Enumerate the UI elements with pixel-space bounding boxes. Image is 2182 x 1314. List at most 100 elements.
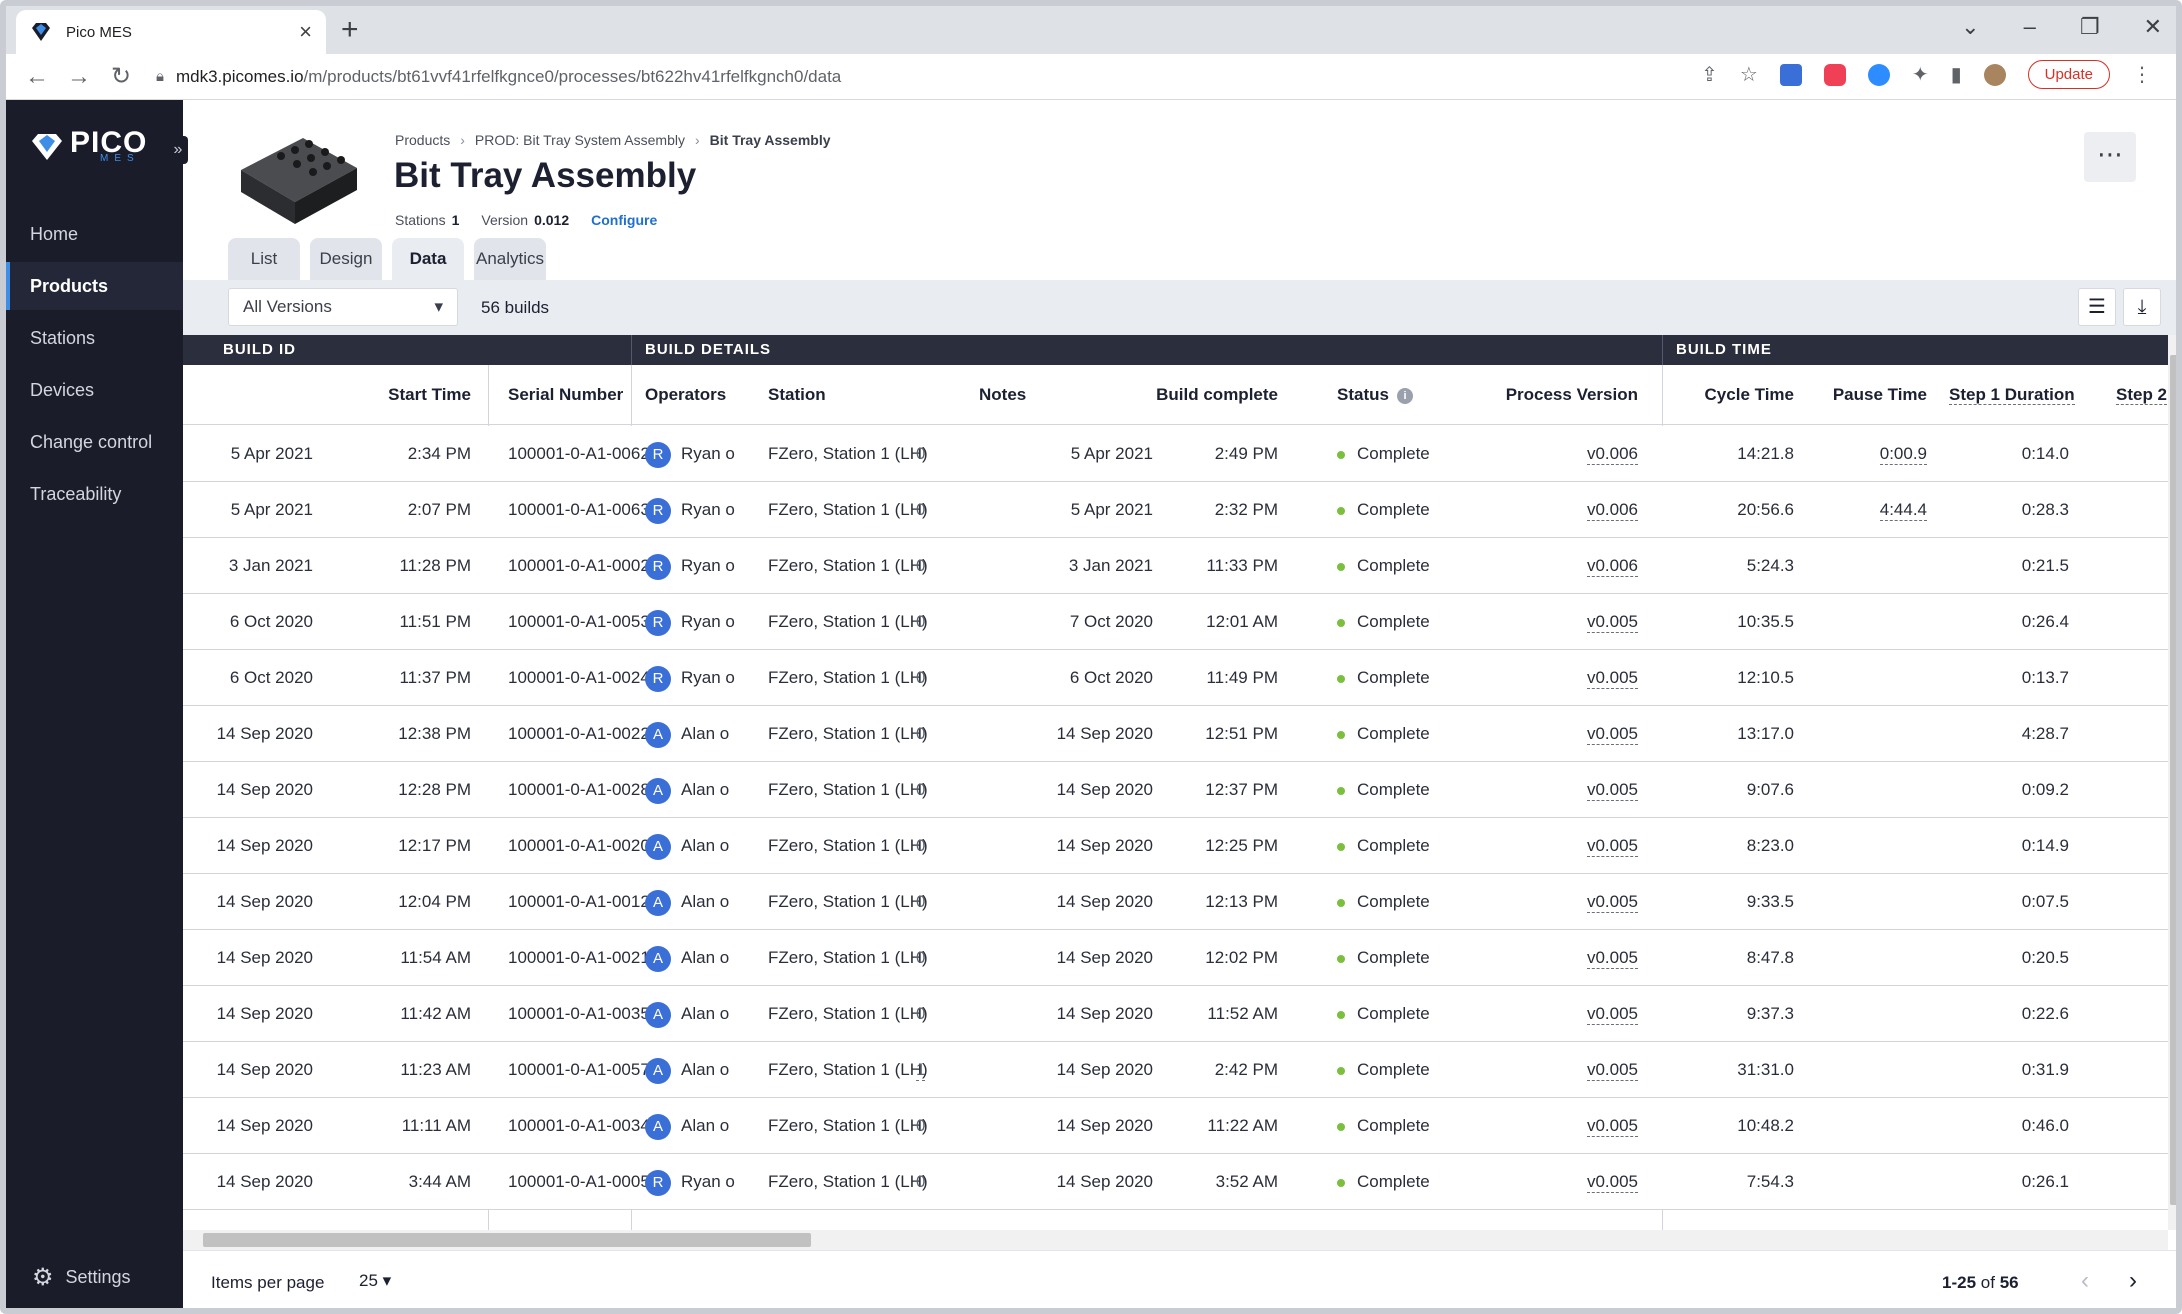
pause-time[interactable]: 0:00.9: [1879, 444, 1927, 465]
process-version[interactable]: v0.005: [1586, 836, 1638, 857]
filter-settings-icon[interactable]: ☰: [2078, 288, 2116, 326]
sidebar-item-stations[interactable]: Stations: [30, 328, 96, 348]
share-icon[interactable]: ⇪: [1701, 64, 1718, 86]
pause-time[interactable]: [1823, 762, 1927, 817]
vertical-scrollbar[interactable]: [2168, 335, 2176, 1230]
process-version[interactable]: v0.005: [1586, 948, 1638, 969]
sidebar-item-products[interactable]: Products: [6, 262, 183, 310]
col-step-1-duration[interactable]: Step 1 Duration: [1949, 385, 2075, 405]
pause-time[interactable]: [1823, 986, 1927, 1041]
minimize-icon[interactable]: –: [2023, 14, 2036, 39]
forward-icon[interactable]: →: [67, 62, 91, 90]
sidebar-item-home[interactable]: Home: [30, 224, 79, 244]
restore-icon[interactable]: ❐: [2079, 14, 2100, 39]
download-icon[interactable]: ⤓: [2123, 288, 2161, 326]
configure-link[interactable]: Configure: [591, 212, 658, 228]
col-process-version[interactable]: Process Version: [1505, 385, 1638, 404]
process-version[interactable]: v0.005: [1586, 780, 1638, 801]
pause-time[interactable]: [1823, 818, 1927, 873]
collapse-sidebar-icon[interactable]: »: [168, 136, 188, 164]
serial-number[interactable]: 100001-0-A1-0005: [508, 1172, 650, 1191]
notes-count[interactable]: 0: [916, 444, 926, 463]
notes-count[interactable]: 0: [916, 948, 926, 967]
tab-search-icon[interactable]: ⌄: [1961, 14, 1980, 39]
tab-design[interactable]: Design: [310, 238, 382, 280]
breadcrumb-products[interactable]: Products: [395, 132, 451, 148]
next-page-icon[interactable]: ›: [2129, 1267, 2137, 1294]
process-version[interactable]: v0.005: [1586, 1172, 1638, 1193]
pause-time[interactable]: [1823, 1098, 1927, 1153]
serial-number[interactable]: 100001-0-A1-0002: [508, 556, 650, 575]
pause-time[interactable]: [1823, 930, 1927, 985]
notes-count[interactable]: 0: [916, 724, 926, 743]
serial-number[interactable]: 100001-0-A1-0062: [508, 444, 650, 463]
table-row[interactable]: 5 Apr 2021 2:34 PM 100001-0-A1-0062 R Rya…: [183, 426, 2168, 482]
serial-number[interactable]: 100001-0-A1-0028: [508, 780, 650, 799]
close-window-icon[interactable]: ✕: [2143, 14, 2162, 39]
pause-time[interactable]: [1823, 706, 1927, 761]
table-row[interactable]: 6 Oct 2020 11:37 PM 100001-0-A1-0024 R Ry…: [183, 650, 2168, 706]
more-options-button[interactable]: ⋯: [2084, 132, 2136, 182]
process-version[interactable]: v0.005: [1586, 612, 1638, 633]
tab-analytics[interactable]: Analytics: [474, 238, 546, 280]
notes-count[interactable]: 0: [916, 780, 926, 799]
pause-time[interactable]: 4:44.4: [1879, 500, 1927, 521]
col-step-2-duration[interactable]: Step 2: [2116, 385, 2168, 405]
col-serial-number[interactable]: Serial Number: [508, 385, 624, 404]
col-operators[interactable]: Operators: [645, 385, 727, 404]
version-select[interactable]: All Versions ▾: [228, 288, 458, 326]
process-version[interactable]: v0.005: [1586, 892, 1638, 913]
pause-time[interactable]: [1823, 650, 1927, 705]
pause-time[interactable]: [1823, 594, 1927, 649]
serial-number[interactable]: 100001-0-A1-0012: [508, 892, 650, 911]
notes-count[interactable]: 0: [916, 668, 926, 687]
process-version[interactable]: v0.006: [1586, 556, 1638, 577]
serial-number[interactable]: 100001-0-A1-0057: [508, 1060, 650, 1079]
table-row[interactable]: 14 Sep 2020 3:44 AM 100001-0-A1-0005 R Ry…: [183, 1154, 2168, 1210]
tab-list[interactable]: List: [228, 238, 300, 280]
process-version[interactable]: v0.005: [1586, 1004, 1638, 1025]
scroll-thumb[interactable]: [2170, 355, 2176, 1205]
pocket-icon[interactable]: [1823, 63, 1846, 86]
serial-number[interactable]: 100001-0-A1-0020: [508, 836, 650, 855]
serial-number[interactable]: 100001-0-A1-0035: [508, 1004, 650, 1023]
col-status[interactable]: Status i: [1337, 365, 1413, 425]
col-build-complete[interactable]: Build complete: [1156, 385, 1278, 404]
bookmark-star-icon[interactable]: ☆: [1739, 64, 1758, 86]
update-button[interactable]: Update: [2027, 60, 2110, 89]
breadcrumb-product[interactable]: PROD: Bit Tray System Assembly: [474, 132, 685, 148]
serial-number[interactable]: 100001-0-A1-0063: [508, 500, 650, 519]
pause-time[interactable]: [1823, 538, 1927, 593]
sidebar-item-change-control[interactable]: Change control: [30, 432, 153, 452]
sidebar-item-traceability[interactable]: Traceability: [30, 484, 122, 504]
url-field[interactable]: 🔒︎ mdk3.picomes.io /m/products/bt61vvf41…: [156, 67, 841, 87]
table-row[interactable]: 3 Jan 2021 11:28 PM 100001-0-A1-0002 R Ry…: [183, 538, 2168, 594]
browser-menu-icon[interactable]: ⋮: [2132, 64, 2152, 86]
profile-avatar[interactable]: [1983, 63, 2006, 86]
notes-count[interactable]: 0: [916, 500, 926, 519]
notes-count[interactable]: 0: [916, 556, 926, 575]
serial-number[interactable]: 100001-0-A1-0034: [508, 1116, 650, 1135]
items-per-page-select[interactable]: 25 ▾: [359, 1271, 392, 1290]
serial-number[interactable]: 100001-0-A1-0024: [508, 668, 650, 687]
sidebar-item-devices[interactable]: Devices: [30, 380, 95, 400]
notes-count[interactable]: 0: [916, 1004, 926, 1023]
browser-tab[interactable]: Pico MES ×: [16, 10, 326, 54]
pico-logo[interactable]: PICO MES: [30, 128, 147, 164]
side-panel-icon[interactable]: ▮: [1950, 64, 1962, 86]
new-tab-icon[interactable]: +: [341, 13, 359, 46]
back-icon[interactable]: ←: [25, 62, 49, 90]
col-station[interactable]: Station: [768, 385, 826, 404]
pause-time[interactable]: [1823, 1042, 1927, 1097]
horizontal-scrollbar[interactable]: [183, 1230, 2168, 1250]
reload-icon[interactable]: ↻: [110, 63, 132, 90]
process-version[interactable]: v0.005: [1586, 668, 1638, 689]
pause-time[interactable]: [1823, 874, 1927, 929]
